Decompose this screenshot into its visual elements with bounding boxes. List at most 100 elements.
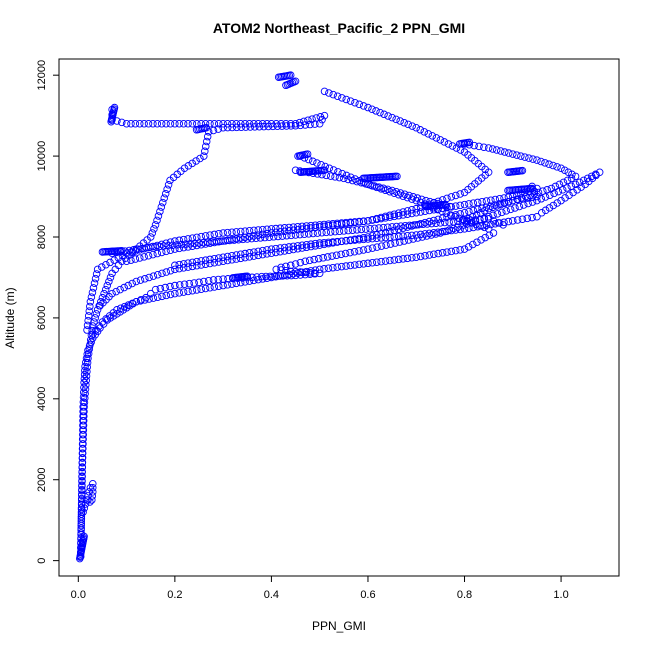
- data-point: [405, 191, 413, 200]
- data-point: [162, 291, 171, 300]
- data-point: [223, 252, 232, 261]
- data-point: [484, 213, 493, 221]
- data-point: [206, 239, 214, 247]
- data-point: [520, 201, 528, 209]
- data-point: [228, 235, 236, 244]
- data-point: [78, 485, 86, 494]
- data-point: [504, 217, 513, 226]
- data-point: [118, 118, 126, 127]
- data-point: [394, 255, 403, 264]
- data-point: [323, 253, 332, 261]
- data-point: [197, 240, 205, 249]
- data-point: [364, 259, 372, 268]
- data-point: [175, 244, 183, 253]
- data-point: [84, 312, 93, 320]
- data-point: [320, 265, 328, 273]
- data-point: [573, 186, 581, 194]
- data-point: [77, 517, 86, 525]
- data-point: [184, 287, 192, 296]
- data-point: [359, 102, 368, 110]
- data-point: [408, 231, 416, 240]
- data-point: [118, 246, 126, 255]
- data-point: [272, 272, 280, 281]
- data-point: [557, 164, 565, 172]
- data-point: [267, 229, 276, 237]
- data-point: [524, 199, 532, 208]
- data-point: [144, 251, 153, 260]
- data-point: [157, 119, 166, 128]
- data-point: [509, 217, 517, 225]
- data-point: [391, 239, 399, 247]
- data-point: [362, 225, 370, 233]
- data-point: [320, 166, 329, 174]
- data-point: [92, 270, 101, 278]
- data-point: [337, 220, 346, 228]
- data-point: [88, 496, 96, 504]
- data-point: [359, 246, 368, 254]
- data-point: [193, 286, 201, 294]
- data-point: [272, 119, 280, 128]
- data-point: [400, 118, 408, 127]
- data-point: [449, 217, 458, 226]
- data-point: [214, 229, 223, 238]
- data-point: [201, 147, 209, 155]
- data-point: [581, 180, 589, 189]
- data-point: [245, 277, 254, 285]
- data-point: [272, 265, 280, 274]
- data-point: [567, 182, 576, 190]
- data-point: [501, 199, 509, 208]
- data-point: [162, 247, 170, 256]
- data-point: [150, 225, 158, 233]
- data-point: [545, 160, 553, 168]
- data-point: [78, 481, 86, 489]
- data-point: [289, 242, 298, 251]
- data-point: [344, 226, 352, 235]
- data-point: [149, 250, 157, 259]
- data-point: [192, 157, 200, 165]
- data-point: [342, 219, 350, 228]
- data-point: [280, 227, 289, 236]
- x-tick-label: 0.2: [167, 589, 182, 601]
- data-point: [308, 115, 316, 123]
- data-point: [81, 389, 89, 398]
- data-point: [280, 271, 289, 279]
- data-point: [543, 186, 551, 194]
- data-point: [421, 207, 429, 215]
- data-point: [485, 231, 494, 240]
- data-point: [392, 187, 401, 196]
- data-point: [443, 227, 451, 235]
- data-point: [438, 227, 447, 236]
- data-point: [219, 124, 227, 132]
- data-point: [480, 143, 488, 151]
- data-point: [228, 123, 236, 132]
- data-point: [232, 235, 241, 243]
- data-point: [80, 407, 88, 416]
- data-point: [487, 196, 495, 204]
- data-point: [228, 119, 236, 128]
- data-point: [399, 211, 407, 219]
- data-point: [132, 297, 140, 306]
- data-point: [210, 119, 219, 128]
- data-point: [377, 234, 385, 242]
- data-point: [568, 170, 576, 179]
- data-point: [184, 119, 192, 128]
- data-point: [131, 255, 140, 263]
- data-point: [209, 276, 218, 284]
- data-point: [291, 260, 300, 268]
- data-point: [335, 227, 344, 236]
- data-point: [306, 120, 314, 129]
- data-point: [403, 207, 412, 215]
- data-point: [372, 107, 380, 115]
- data-point: [272, 244, 280, 253]
- data-point: [82, 376, 90, 385]
- data-point: [456, 201, 464, 210]
- data-point: [180, 280, 189, 289]
- data-point: [309, 157, 317, 166]
- data-point: [551, 182, 560, 191]
- data-point: [469, 223, 478, 232]
- data-point: [79, 435, 87, 444]
- data-point: [404, 120, 412, 129]
- data-point: [274, 232, 282, 241]
- data-point: [285, 270, 293, 279]
- data-point: [320, 111, 329, 120]
